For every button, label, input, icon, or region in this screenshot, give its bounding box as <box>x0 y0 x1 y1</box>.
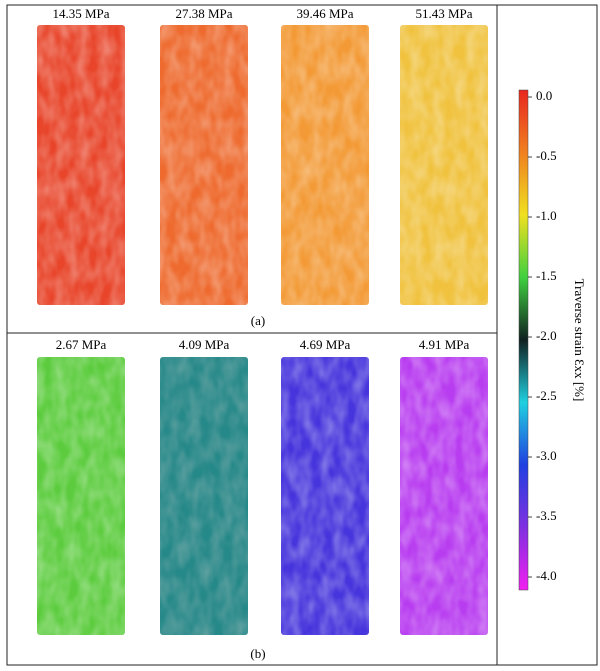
colorbar-tick-label: -3.5 <box>536 508 557 523</box>
strain-texture <box>37 357 125 635</box>
panel-label: (b) <box>250 646 265 661</box>
colorbar-tick-label: -1.5 <box>536 268 557 283</box>
map-label: 27.38 MPa <box>175 6 232 21</box>
map-label: 4.09 MPa <box>179 337 230 352</box>
strain-texture <box>400 25 488 305</box>
colorbar-tick-label: -4.0 <box>536 568 557 583</box>
strain-texture <box>37 25 125 305</box>
colorbar-tick-label: 0.0 <box>536 88 552 103</box>
map-label: 51.43 MPa <box>415 6 472 21</box>
strain-shade <box>160 357 248 635</box>
colorbar <box>518 89 529 591</box>
colorbar-tick-label: -1.0 <box>536 208 557 223</box>
map-label: 2.67 MPa <box>56 337 107 352</box>
colorbar-tick-label: -2.5 <box>536 388 557 403</box>
strain-texture <box>400 357 488 635</box>
strain-texture <box>281 25 369 305</box>
colorbar-label: Traverse strain Ɛxx [%] <box>572 279 587 402</box>
colorbar-tick-label: -3.0 <box>536 448 557 463</box>
panel-label: (a) <box>251 313 265 328</box>
map-label: 14.35 MPa <box>52 6 109 21</box>
map-label: 4.69 MPa <box>300 337 351 352</box>
frame <box>6 4 598 666</box>
map-label: 39.46 MPa <box>296 6 353 21</box>
strain-texture <box>160 25 248 305</box>
strain-texture <box>281 357 369 635</box>
strain-texture <box>160 357 248 635</box>
map-label: 4.91 MPa <box>419 337 470 352</box>
colorbar-tick-label: -2.0 <box>536 328 557 343</box>
colorbar-tick-label: -0.5 <box>536 148 557 163</box>
